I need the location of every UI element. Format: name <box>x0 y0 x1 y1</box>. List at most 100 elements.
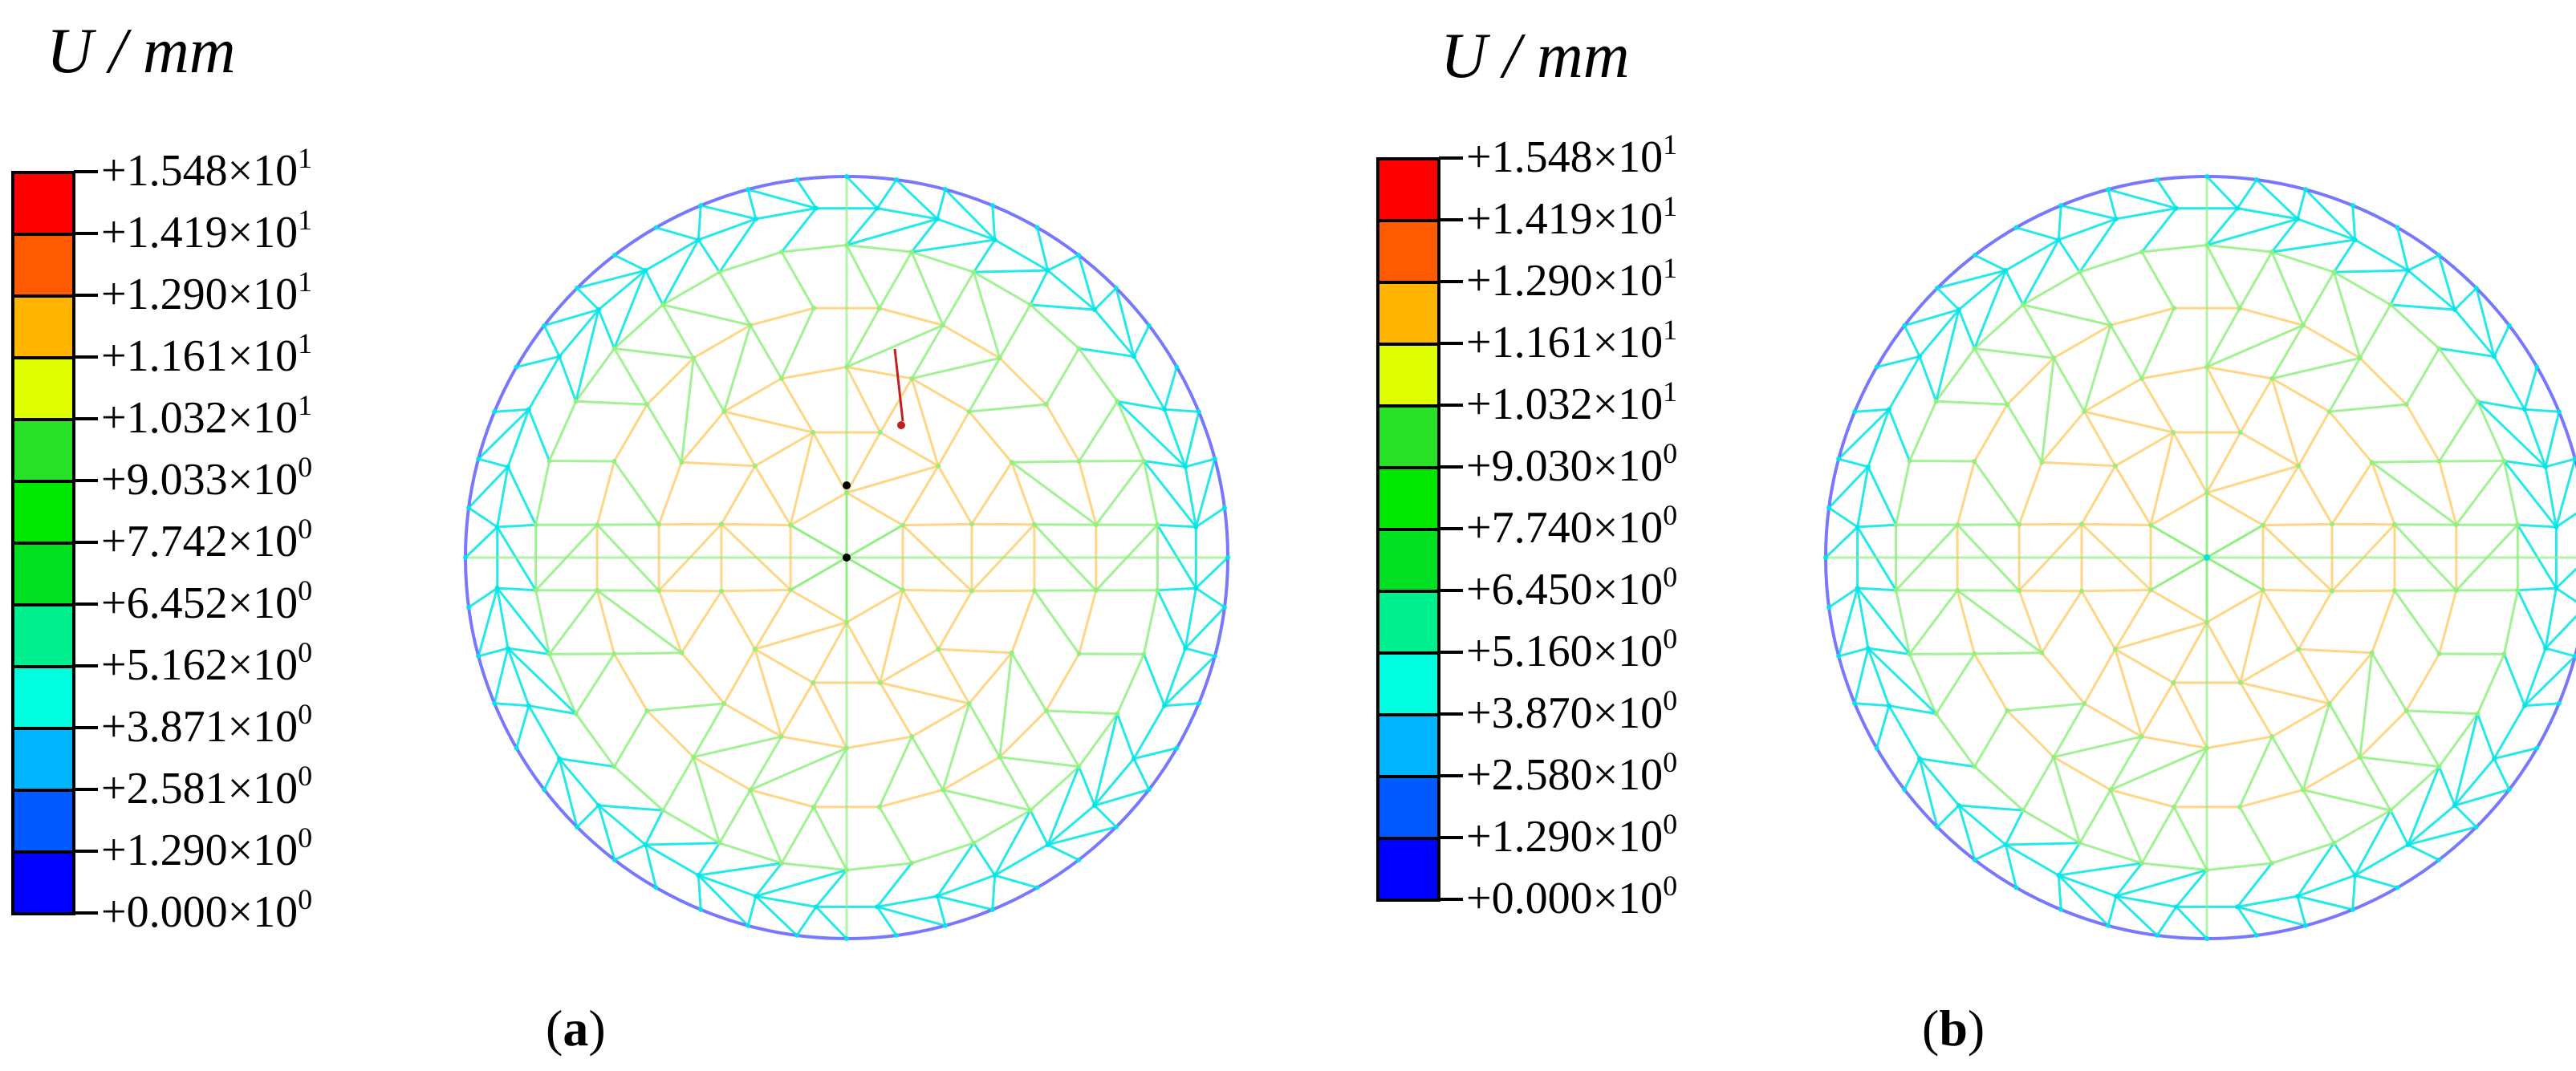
mesh-edge <box>2042 460 2115 468</box>
mesh-edge <box>548 590 599 655</box>
mesh-node <box>748 787 754 793</box>
mesh-edge <box>644 844 657 888</box>
legend-tick-label: +0.000×100 <box>1466 871 1677 921</box>
mesh-edge <box>2006 357 2055 406</box>
mesh-node <box>2112 463 2118 469</box>
mesh-edge <box>1974 347 2054 359</box>
mesh-edge <box>2503 653 2526 707</box>
mesh-edge <box>2205 175 2239 209</box>
mesh-edge <box>646 709 695 758</box>
mesh-edge <box>2371 651 2408 712</box>
mesh-edge <box>558 758 579 828</box>
mesh-edge <box>1887 704 1921 760</box>
mesh-node <box>1162 703 1168 708</box>
mesh-edge <box>941 703 971 791</box>
mesh-node <box>575 824 580 830</box>
legend-exponent: 0 <box>298 760 313 792</box>
mesh-edge <box>2006 709 2055 758</box>
mesh-edge <box>941 789 975 844</box>
mesh-edge <box>936 842 975 897</box>
mesh-node <box>876 804 882 809</box>
mesh-edge <box>846 589 904 624</box>
mesh-edge <box>718 218 758 274</box>
mesh-node <box>2204 745 2209 751</box>
mesh-node <box>717 270 722 275</box>
mesh-node <box>2350 907 2355 912</box>
mesh-edge <box>973 270 1031 306</box>
mesh-edge <box>2439 347 2495 358</box>
mesh-node <box>2436 459 2442 465</box>
mesh-edge <box>661 304 695 359</box>
mesh-edge <box>999 756 1079 769</box>
mesh-edge <box>2058 874 2117 898</box>
mesh-edge <box>1918 309 1960 358</box>
mesh-edge <box>559 757 615 769</box>
legend-swatch <box>1376 281 1440 343</box>
mesh-edge <box>516 355 560 368</box>
mesh-edge <box>595 590 616 655</box>
mesh-edge <box>754 431 814 468</box>
mesh-node <box>2473 824 2479 830</box>
mesh-edge <box>2493 747 2537 761</box>
mesh-edge <box>879 306 944 327</box>
mesh-node <box>1823 555 1828 560</box>
legend-swatch <box>1376 404 1440 466</box>
mesh-node <box>1935 824 1940 830</box>
mesh-edge <box>998 304 1032 359</box>
mesh-edge <box>2407 826 2477 846</box>
mesh-node <box>2017 521 2022 527</box>
mesh-node <box>2139 734 2144 740</box>
mesh-node <box>2173 205 2179 211</box>
mesh-edge <box>998 357 1047 406</box>
mesh-edge <box>2022 303 2111 327</box>
mesh-edge <box>1078 347 1119 403</box>
mesh-node <box>2522 703 2528 708</box>
mesh-edge <box>2545 615 2576 650</box>
mesh-edge <box>575 347 616 403</box>
mesh-edge <box>2453 804 2477 828</box>
legend-exponent: 0 <box>298 513 313 545</box>
mesh-edge <box>496 466 510 528</box>
mesh-edge <box>1887 408 1911 462</box>
mesh-node <box>2572 456 2576 462</box>
mesh-node <box>1031 588 1037 594</box>
mesh-node <box>2295 894 2301 899</box>
mesh-node <box>788 522 794 528</box>
mesh-edge <box>2017 461 2043 525</box>
mesh-edge <box>1887 355 1921 411</box>
mesh-edge <box>542 757 561 790</box>
mesh-node <box>1956 306 1961 312</box>
mesh-node-center <box>843 481 851 489</box>
mesh-edge <box>2052 757 2082 844</box>
mesh-edge <box>876 862 913 908</box>
mesh-edge <box>2005 809 2025 846</box>
mesh-edge <box>2437 254 2456 310</box>
mesh-edge <box>746 189 758 220</box>
mesh-edge <box>692 703 725 758</box>
mesh-edge <box>613 765 664 812</box>
mesh-node <box>656 588 662 594</box>
mesh-node <box>2436 253 2442 258</box>
mesh-edge <box>2297 590 2334 650</box>
legend-exponent: 1 <box>298 327 313 359</box>
mesh-edge <box>614 651 682 655</box>
legend-exponent: 0 <box>1663 808 1678 840</box>
mesh-edge <box>662 809 721 845</box>
mesh-edge <box>2407 269 2456 311</box>
mesh-edge <box>1184 466 1197 528</box>
mesh-edge <box>1184 647 1216 658</box>
mesh-node <box>2405 842 2411 847</box>
mesh-edge <box>780 307 815 379</box>
mesh-edge <box>2405 404 2440 462</box>
mesh-edge <box>2057 205 2062 241</box>
legend-tick <box>74 911 98 915</box>
mesh-node <box>2473 286 2479 291</box>
mesh-node <box>2405 268 2411 274</box>
mesh-edge <box>613 653 648 712</box>
mesh-edge <box>2297 648 2330 704</box>
mesh-node <box>644 708 650 713</box>
mesh-edge <box>662 270 721 306</box>
mesh-edge <box>2016 226 2059 241</box>
legend-tick <box>74 664 98 667</box>
mesh-edge <box>1184 411 1201 468</box>
